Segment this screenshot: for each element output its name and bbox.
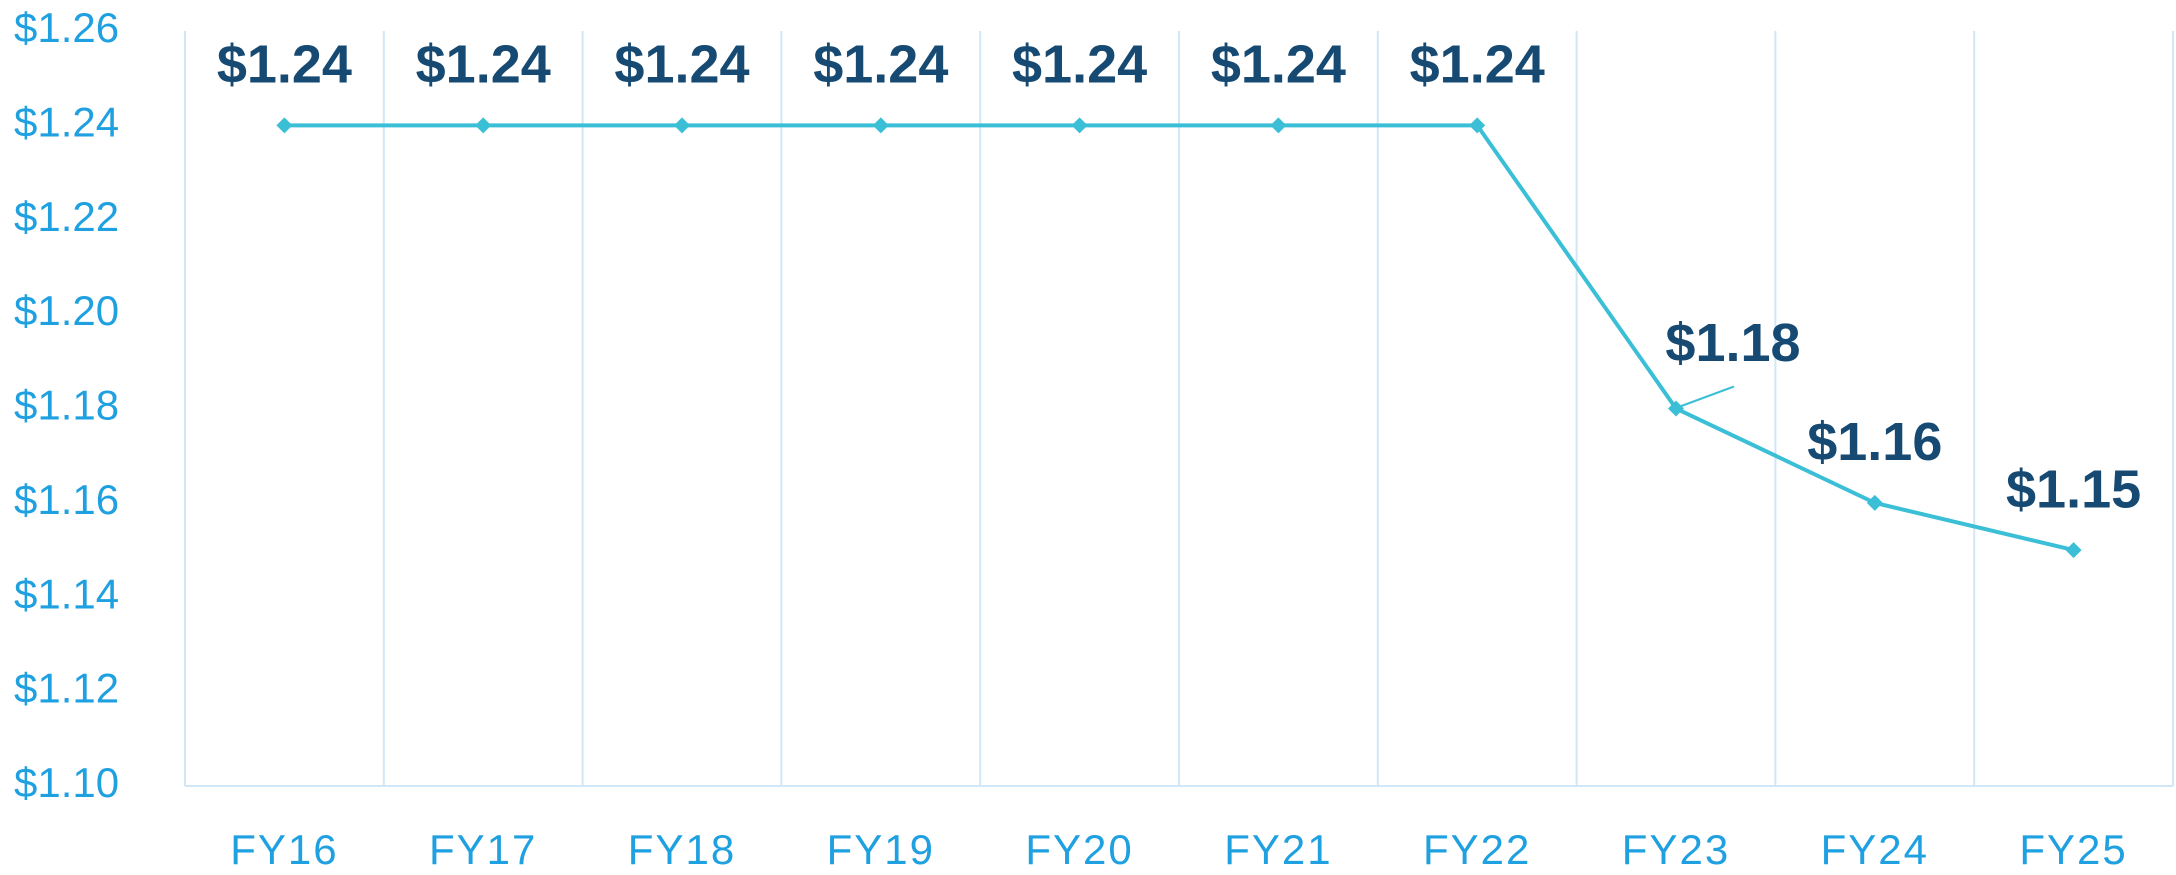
marker xyxy=(1668,400,1684,417)
x-tick-label: FY19 xyxy=(827,826,935,873)
y-tick-label: $1.10 xyxy=(14,759,119,806)
value-label: $1.24 xyxy=(1410,35,1545,95)
x-tick-label: FY18 xyxy=(628,826,736,873)
value-label: $1.16 xyxy=(1807,412,1942,472)
marker xyxy=(276,117,293,134)
value-label: $1.24 xyxy=(1211,35,1346,95)
marker xyxy=(1469,117,1486,134)
y-tick-label: $1.12 xyxy=(14,665,119,712)
y-tick-label: $1.26 xyxy=(14,4,119,51)
marker xyxy=(872,117,889,134)
x-tick-label: FY22 xyxy=(1423,826,1531,873)
value-label: $1.24 xyxy=(813,35,948,95)
value-label: $1.24 xyxy=(614,35,749,95)
x-tick-label: FY17 xyxy=(429,826,537,873)
value-label: $1.15 xyxy=(2006,459,2141,519)
marker xyxy=(2065,542,2082,559)
y-tick-label: $1.24 xyxy=(14,98,119,145)
y-tick-label: $1.16 xyxy=(14,476,119,523)
y-tick-label: $1.20 xyxy=(14,287,119,334)
y-tick-label: $1.22 xyxy=(14,193,119,240)
value-label: $1.24 xyxy=(1012,35,1147,95)
marker xyxy=(1270,117,1287,134)
marker xyxy=(1866,494,1883,511)
x-tick-label: FY20 xyxy=(1025,826,1133,873)
marker xyxy=(674,117,690,134)
x-tick-label: FY23 xyxy=(1622,826,1730,873)
leader-line xyxy=(1679,385,1735,408)
value-label: $1.24 xyxy=(416,35,551,95)
x-tick-label: FY21 xyxy=(1224,826,1332,873)
marker xyxy=(1071,117,1088,134)
value-label: $1.24 xyxy=(217,35,352,95)
value-label: $1.18 xyxy=(1665,313,1800,373)
x-tick-label: FY25 xyxy=(2019,826,2127,873)
x-tick-label: FY24 xyxy=(1821,826,1929,873)
x-tick-label: FY16 xyxy=(230,826,338,873)
line xyxy=(284,123,2075,553)
marker xyxy=(475,117,492,134)
y-tick-label: $1.14 xyxy=(14,570,119,617)
y-tick-label: $1.18 xyxy=(14,382,119,429)
